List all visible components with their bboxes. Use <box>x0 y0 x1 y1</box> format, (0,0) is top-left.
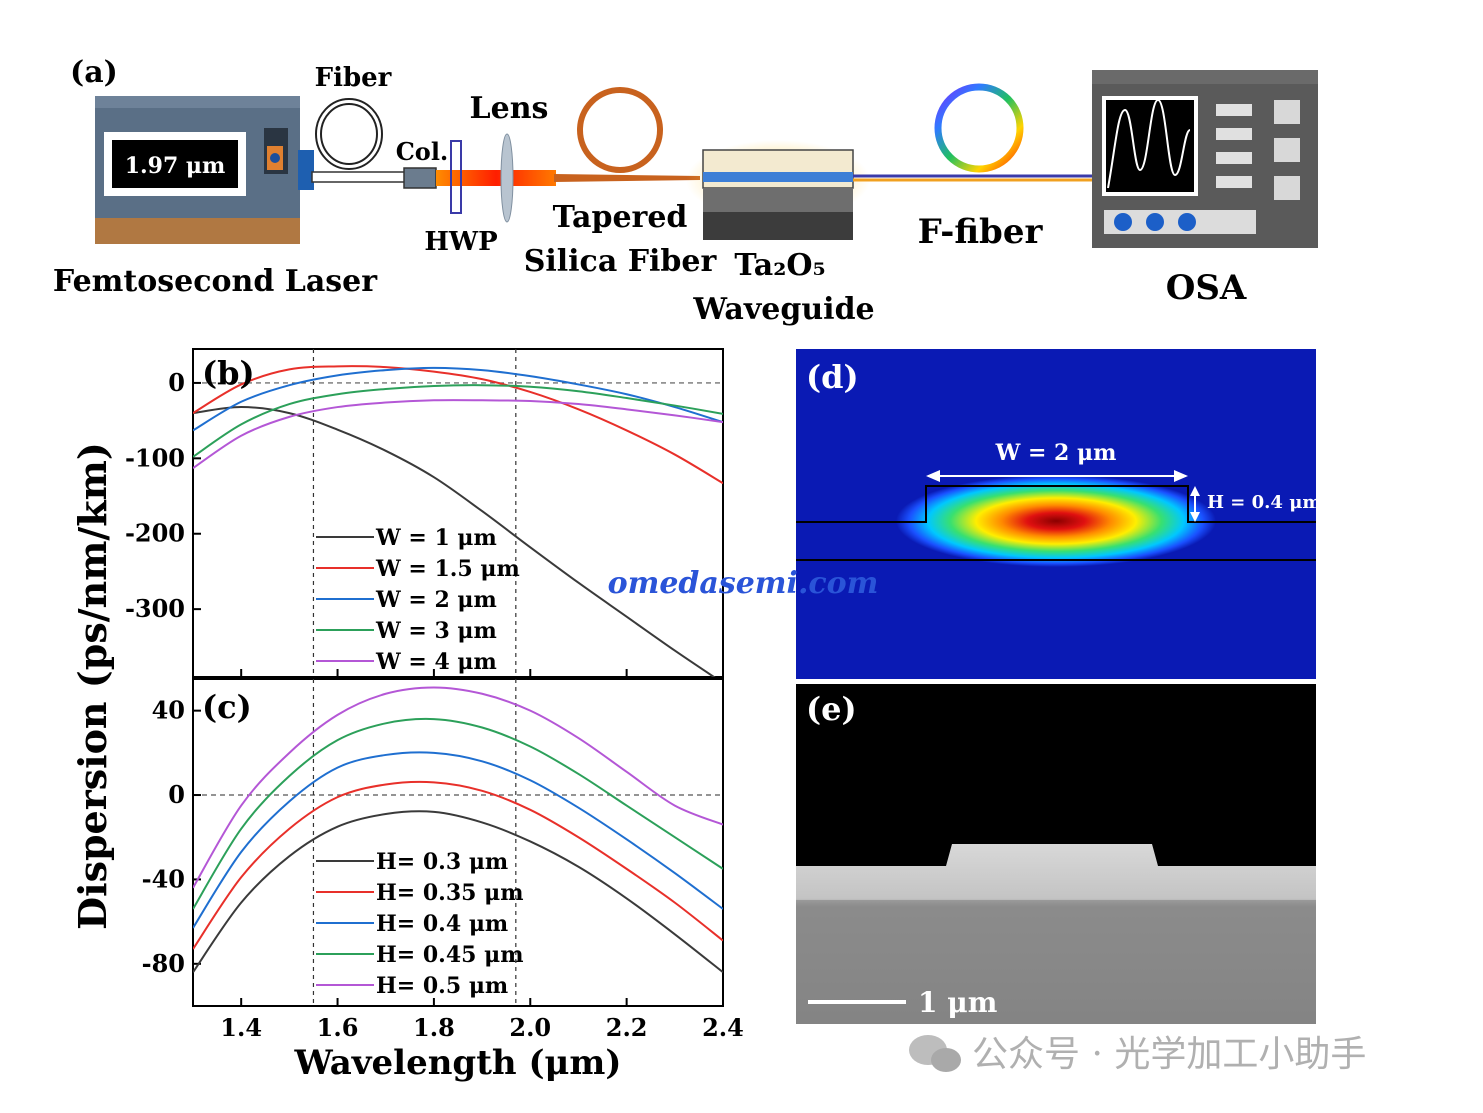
mode-field-profile <box>896 475 1216 567</box>
series-line <box>193 406 716 677</box>
legend-label: W = 4 μm <box>375 649 497 675</box>
x-tick-label: 1.8 <box>413 1013 455 1042</box>
series-line <box>193 810 723 974</box>
x-tick-label: 1.6 <box>317 1013 359 1042</box>
height-arrow-bottom-head <box>1190 512 1200 522</box>
panel-e-label: (e) <box>806 690 857 728</box>
series-line <box>193 686 723 889</box>
y-tick-label: -40 <box>142 864 185 893</box>
panel-c-label: (c) <box>202 688 252 726</box>
legend-label: W = 1.5 μm <box>375 556 520 582</box>
legend-label: W = 2 μm <box>375 587 497 613</box>
series-line <box>193 751 723 929</box>
panel-e: 1 μm (e) <box>796 684 1316 1024</box>
y-axis-title: Dispersion (ps/nm/km) <box>70 442 115 930</box>
x-axis-title: Wavelength (μm) <box>294 1043 622 1083</box>
osa-icon <box>1092 70 1318 248</box>
chart-c: 40 0 -40 -80 1.4 1.6 1.8 2.0 2.2 2.4 H= 0.3 μm H= 0… <box>142 678 744 1042</box>
series-line <box>193 365 723 485</box>
y-tick-label: -100 <box>125 443 185 472</box>
hwp-label: HWP <box>424 227 497 257</box>
y-tick-label: 40 <box>152 696 185 725</box>
width-label: W = 2 μm <box>995 440 1117 466</box>
panel-a: (a) 1.97 μm Femtosecond Laser Fiber Col. <box>53 55 1318 327</box>
wechat-icon-small <box>931 1048 961 1072</box>
tapered-label-2: Silica Fiber <box>524 244 718 279</box>
y-tick-label: -300 <box>125 594 185 623</box>
waveguide-outline <box>796 485 1316 523</box>
legend-label: H= 0.45 μm <box>376 942 524 968</box>
f-fiber-label: F-fiber <box>918 212 1044 252</box>
collimator-icon <box>403 167 437 189</box>
laser-beam <box>436 170 556 186</box>
series-line <box>193 780 723 950</box>
osa-label: OSA <box>1166 268 1247 308</box>
y-tick-label: -80 <box>142 949 185 978</box>
wechat-account-text: 公众号 · 光学加工小助手 <box>972 1034 1366 1075</box>
x-tick-label: 2.4 <box>702 1013 744 1042</box>
plot-frame <box>192 678 724 1007</box>
tapered-label-1: Tapered <box>553 200 688 235</box>
waveguide-chip-icon <box>686 140 870 240</box>
panel-b-c: Dispersion (ps/nm/km) Wavelength (μm) 0 -… <box>70 348 744 1083</box>
legend-label: H= 0.35 μm <box>376 880 524 906</box>
legend-label: H= 0.4 μm <box>376 911 508 937</box>
waveguide-label: Waveguide <box>692 292 874 327</box>
panel-d: W = 2 μm H = 0.4 μm (d) <box>796 349 1321 679</box>
laser-wavelength-display: 1.97 μm <box>125 153 226 179</box>
panel-b-label: (b) <box>202 354 255 392</box>
femtosecond-laser-icon <box>95 96 314 244</box>
x-tick-label: 2.2 <box>606 1013 648 1042</box>
x-tick-label: 1.4 <box>220 1013 262 1042</box>
series-line <box>193 717 723 910</box>
hwp-icon <box>450 140 462 214</box>
legend-label: H= 0.5 μm <box>376 973 508 999</box>
series-line <box>193 366 723 432</box>
collimator-label: Col. <box>396 137 449 166</box>
panel-d-label: (d) <box>806 358 859 396</box>
y-tick-label: -200 <box>125 519 185 548</box>
chart-b: 0 -100 -200 -300 W = 1 μm W = 1.5 μm W = 2 μm W… <box>125 348 724 678</box>
height-arrow-top-head <box>1190 486 1200 496</box>
lens-icon <box>500 133 514 223</box>
legend-label: W = 3 μm <box>375 618 497 644</box>
series-line <box>193 384 723 458</box>
x-tick-label: 2.0 <box>509 1013 551 1042</box>
ta2o5-label: Ta₂O₅ <box>734 248 825 283</box>
fiber-coil-icon <box>311 98 407 183</box>
f-fiber-icon <box>853 83 1092 182</box>
y-tick-label: 0 <box>168 780 185 809</box>
wechat-watermark: 公众号 · 光学加工小助手 <box>909 1034 1366 1075</box>
series-line <box>193 399 723 469</box>
legend-label: W = 1 μm <box>375 525 497 551</box>
width-arrow-left-head <box>926 470 940 482</box>
fiber-label: Fiber <box>315 63 392 93</box>
scale-bar-label: 1 μm <box>918 986 997 1019</box>
y-tick-label: 0 <box>168 368 185 397</box>
width-arrow-right-head <box>1174 470 1188 482</box>
lens-label: Lens <box>470 91 549 126</box>
site-watermark: omedasemi.com <box>608 566 879 601</box>
laser-label: Femtosecond Laser <box>53 264 378 299</box>
legend-label: H= 0.3 μm <box>376 849 508 875</box>
plot-frame <box>192 348 724 678</box>
tapered-fiber-icon <box>554 87 700 182</box>
height-label: H = 0.4 μm <box>1207 492 1321 513</box>
panel-a-label: (a) <box>70 55 118 90</box>
sem-substrate <box>796 900 1316 1024</box>
